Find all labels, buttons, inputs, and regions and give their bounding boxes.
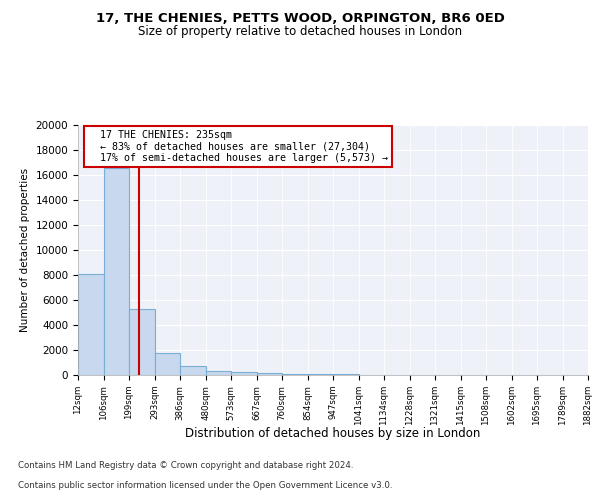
Bar: [78, 274, 104, 375]
Bar: [104, 168, 129, 375]
Text: Size of property relative to detached houses in London: Size of property relative to detached ho…: [138, 25, 462, 38]
Bar: [155, 352, 180, 375]
Bar: [257, 373, 282, 375]
Bar: [129, 308, 155, 375]
Text: Contains public sector information licensed under the Open Government Licence v3: Contains public sector information licen…: [18, 481, 392, 490]
Bar: [282, 374, 308, 375]
Y-axis label: Number of detached properties: Number of detached properties: [20, 168, 30, 332]
Text: Distribution of detached houses by size in London: Distribution of detached houses by size …: [185, 428, 481, 440]
Bar: [231, 372, 257, 375]
Bar: [206, 371, 231, 375]
Text: Contains HM Land Registry data © Crown copyright and database right 2024.: Contains HM Land Registry data © Crown c…: [18, 461, 353, 470]
Text: 17, THE CHENIES, PETTS WOOD, ORPINGTON, BR6 0ED: 17, THE CHENIES, PETTS WOOD, ORPINGTON, …: [95, 12, 505, 26]
Bar: [180, 366, 206, 375]
Text: 17 THE CHENIES: 235sqm
  ← 83% of detached houses are smaller (27,304)
  17% of : 17 THE CHENIES: 235sqm ← 83% of detached…: [88, 130, 388, 163]
Bar: [308, 374, 333, 375]
Bar: [333, 374, 359, 375]
Bar: [359, 374, 384, 375]
